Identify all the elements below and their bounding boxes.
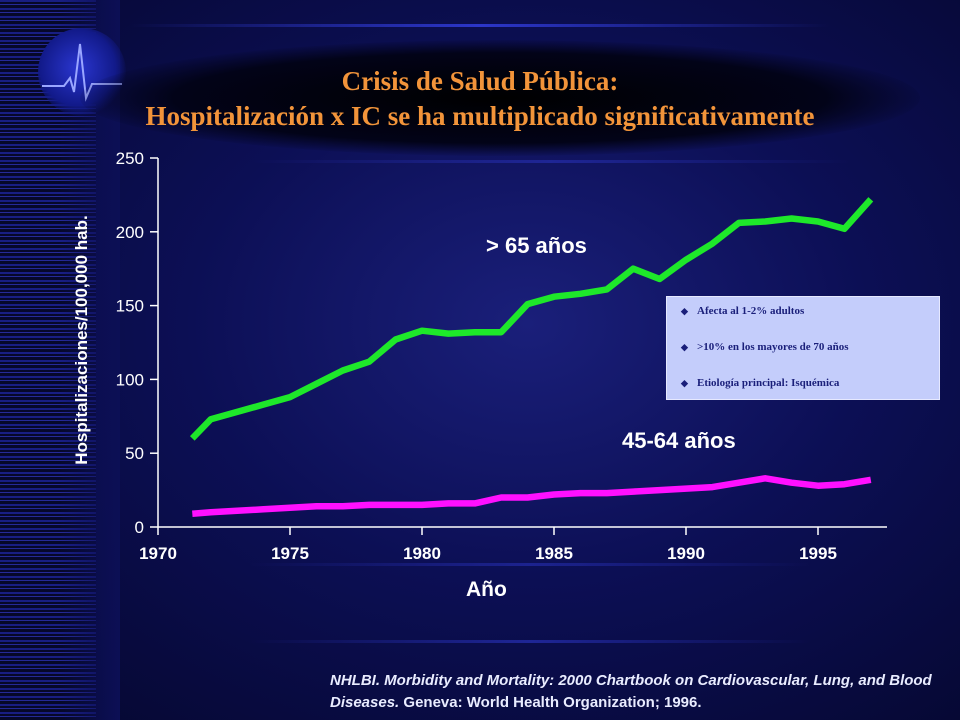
y-tick-label: 200 bbox=[116, 223, 144, 242]
y-tick-label: 100 bbox=[116, 370, 144, 389]
title-line-1: Crisis de Salud Pública: bbox=[341, 66, 619, 96]
y-axis-label: Hospitalizaciones/100,000 hab. bbox=[72, 215, 91, 465]
info-box: ◆ Afecta al 1-2% adultos ◆ >10% en los may… bbox=[666, 296, 940, 400]
info-item-text: Etiología principal: Isquémica bbox=[697, 377, 840, 389]
decorative-line-top bbox=[130, 24, 830, 27]
diamond-bullet-icon: ◆ bbox=[681, 306, 688, 316]
x-tick-label: 1980 bbox=[403, 544, 441, 563]
diamond-bullet-icon: ◆ bbox=[681, 378, 688, 388]
y-tick-label: 150 bbox=[116, 297, 144, 316]
series-line-over-65 bbox=[189, 197, 874, 441]
stripes-fade bbox=[60, 0, 120, 720]
x-tick-label: 1975 bbox=[271, 544, 309, 563]
diamond-bullet-icon: ◆ bbox=[681, 342, 688, 352]
decorative-line-upper bbox=[250, 160, 850, 163]
x-tick-label: 1970 bbox=[139, 544, 177, 563]
info-item-text: Afecta al 1-2% adultos bbox=[697, 305, 805, 317]
series-line-45-64 bbox=[192, 475, 872, 517]
title-backdrop bbox=[80, 40, 920, 156]
citation-publisher: Geneva: World Health Organization; 1996. bbox=[403, 694, 702, 711]
y-tick-label: 0 bbox=[135, 518, 144, 537]
info-item: ◆ Afecta al 1-2% adultos bbox=[681, 305, 804, 317]
info-item: ◆ Etiología principal: Isquémica bbox=[681, 377, 839, 389]
citation: NHLBI. Morbidity and Mortality: 2000 Cha… bbox=[330, 670, 950, 714]
info-item-text: >10% en los mayores de 70 años bbox=[697, 341, 849, 353]
citation-source: NHLBI. Morbidity and Mortality: 2000 Cha… bbox=[330, 672, 932, 711]
chart-series bbox=[189, 197, 874, 517]
series-label-over-65: > 65 años bbox=[486, 233, 587, 258]
x-tick-label: 1995 bbox=[799, 544, 837, 563]
decorative-line-mid bbox=[250, 563, 810, 566]
series-label-45-64: 45-64 años bbox=[622, 428, 736, 453]
decorative-line-bottom bbox=[250, 640, 810, 643]
y-tick-label: 250 bbox=[116, 149, 144, 168]
info-item: ◆ >10% en los mayores de 70 años bbox=[681, 341, 849, 353]
x-tick-label: 1985 bbox=[535, 544, 573, 563]
x-axis-label: Año bbox=[466, 578, 507, 601]
chart-axes: 0 50 100 150 200 250 1970 1975 1980 1985 1990 1995 bbox=[116, 149, 887, 563]
y-tick-label: 50 bbox=[125, 444, 144, 463]
title-line-2: Hospitalización x IC se ha multiplicado … bbox=[145, 101, 815, 131]
x-tick-label: 1990 bbox=[667, 544, 705, 563]
